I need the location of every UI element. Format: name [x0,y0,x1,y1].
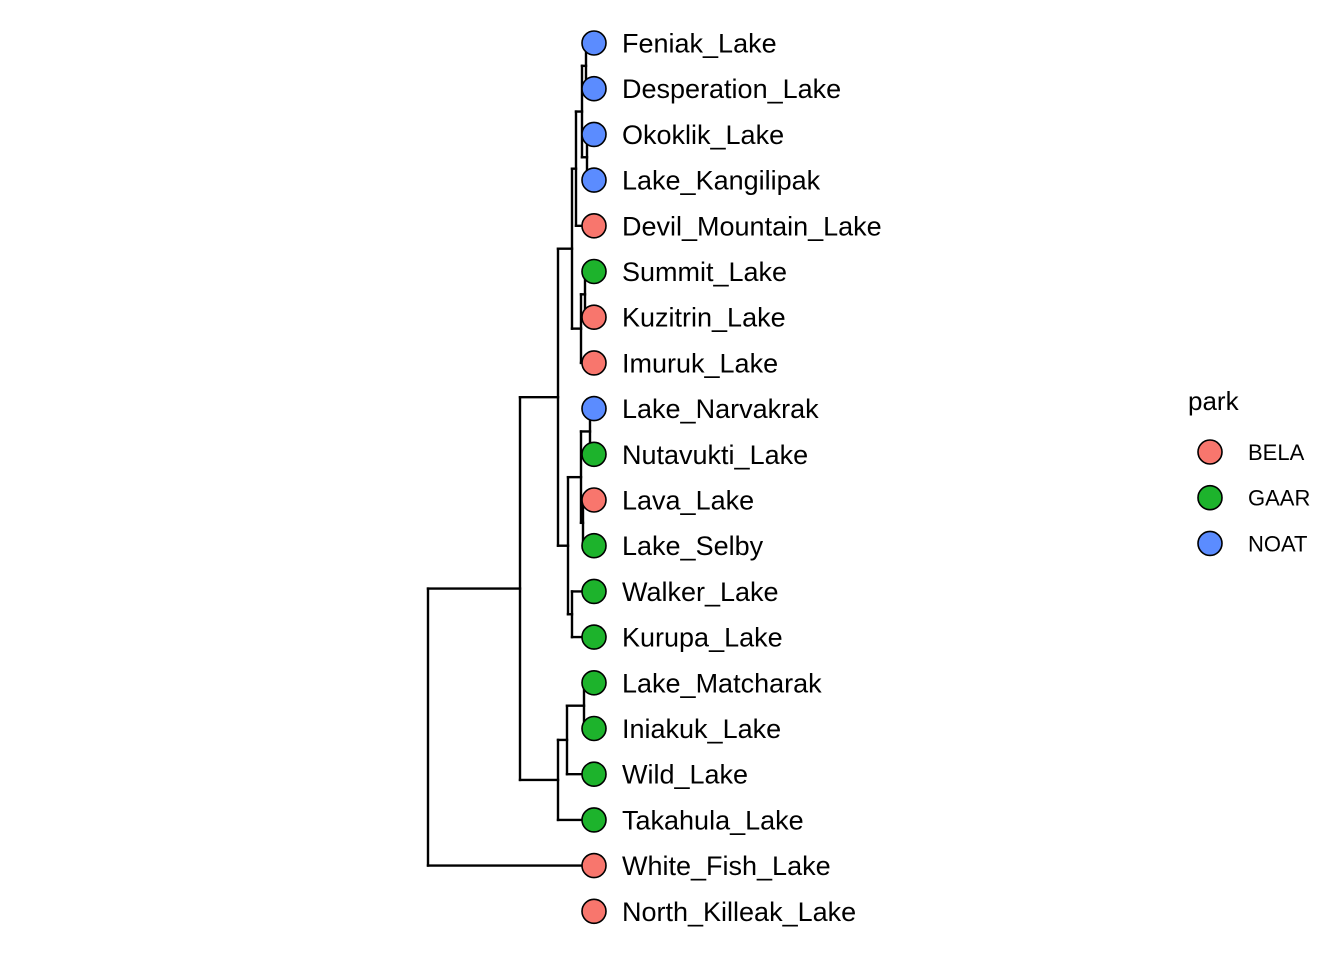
tree-branches [426,41,596,867]
tip-point-noat [581,395,607,422]
tip-point-bela [581,852,607,879]
tip-point-bela [581,304,607,331]
tip-point-bela [581,350,607,376]
tip-point-bela [581,213,607,239]
tip-point-gaar [581,258,607,285]
legend-label: GAAR [1248,486,1310,511]
tip-point-bela [581,487,607,513]
legend-entries: BELA GAAR NOAT [1197,439,1310,557]
tip-label: Okoklik_Lake [622,120,784,150]
tip-point-noat [581,121,607,148]
tip-label: Takahula_Lake [622,805,804,835]
tip-point-noat [581,75,607,102]
legend-label: BELA [1248,440,1305,465]
tip-label: Desperation_Lake [622,74,841,104]
tip-point-noat [581,167,607,193]
tip-label: Lake_Selby [622,531,764,561]
tree-tips: Feniak_Lake Desperation_Lake Okoklik_Lake L… [581,29,882,927]
legend-key-noat [1197,530,1223,557]
tip-point-gaar [581,624,607,650]
tip-label: Iniakuk_Lake [622,714,781,744]
tip-point-gaar [581,441,607,468]
tip-label: Nutavukti_Lake [622,440,808,470]
tip-label: White_Fish_Lake [622,851,831,881]
legend-key-bela [1197,439,1223,465]
tip-point-bela [581,898,607,925]
tip-point-gaar [581,807,607,833]
tip-label: Kuzitrin_Lake [622,303,786,333]
tip-label: Lake_Matcharak [622,668,822,698]
tip-point-gaar [581,532,607,559]
tip-label: Summit_Lake [622,257,787,287]
tip-label: Lake_Kangilipak [622,166,821,196]
tip-point-gaar [581,669,607,696]
tip-label: Imuruk_Lake [622,348,778,378]
tip-label: Walker_Lake [622,577,779,607]
legend-label: NOAT [1248,531,1307,556]
tip-point-gaar [581,578,607,605]
tip-point-gaar [581,715,607,742]
legend: park BELA GAAR NOAT [1188,386,1310,556]
tip-point-noat [581,30,607,56]
tip-label: Wild_Lake [622,760,748,790]
tip-label: Kurupa_Lake [622,623,783,653]
legend-key-gaar [1197,484,1223,511]
tip-label: Devil_Mountain_Lake [622,211,882,241]
legend-title: park [1188,386,1240,416]
tip-label: Lava_Lake [622,486,754,516]
tip-point-gaar [581,761,607,788]
tip-label: Lake_Narvakrak [622,394,819,424]
tip-label: Feniak_Lake [622,29,777,59]
tip-label: North_Killeak_Lake [622,897,856,927]
